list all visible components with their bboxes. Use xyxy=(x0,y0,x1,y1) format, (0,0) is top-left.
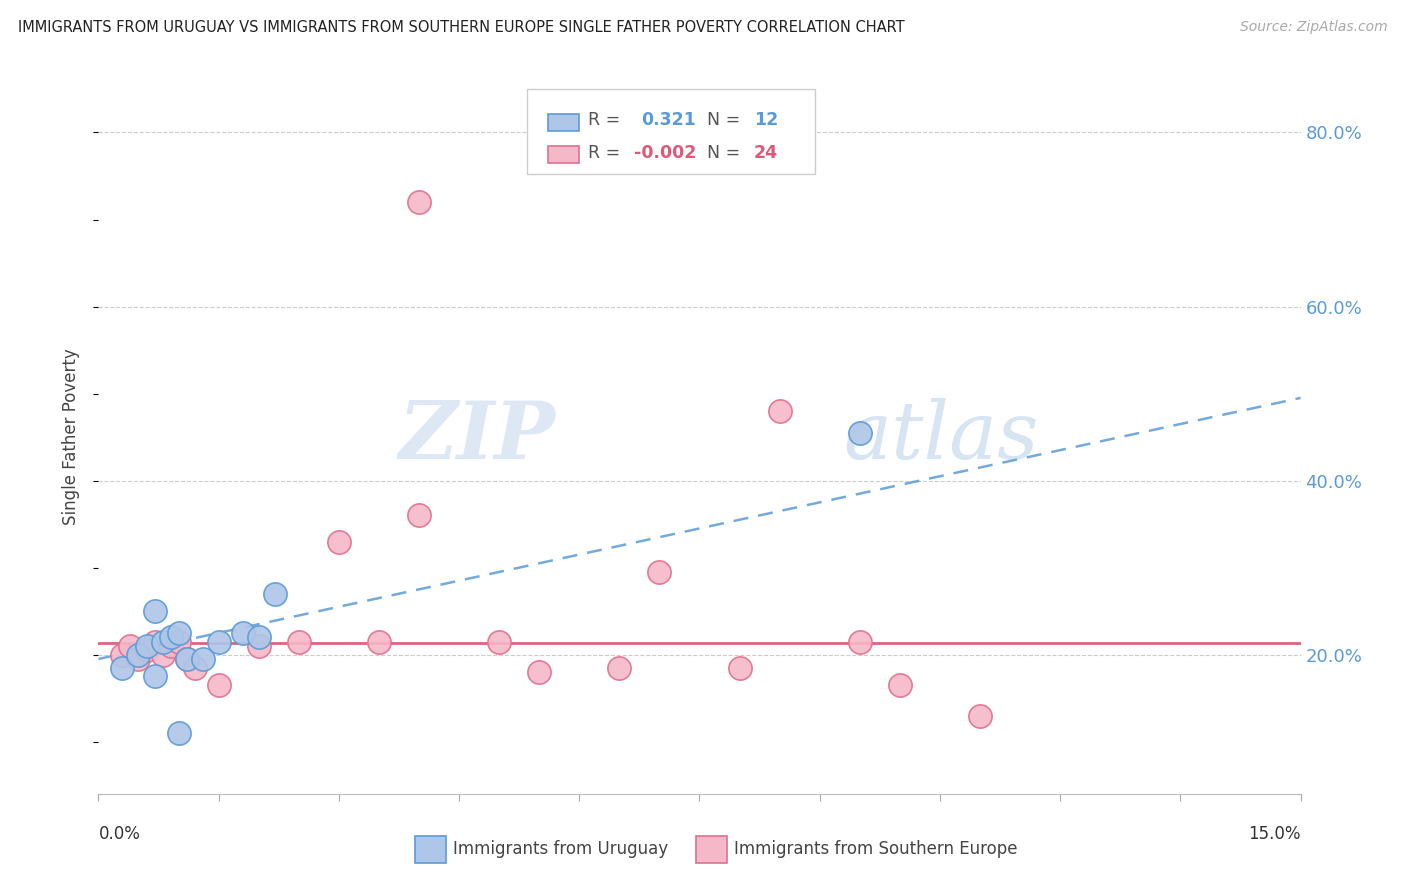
Text: N =: N = xyxy=(707,112,741,129)
Text: ZIP: ZIP xyxy=(398,399,555,475)
Point xyxy=(167,634,190,648)
Text: Source: ZipAtlas.com: Source: ZipAtlas.com xyxy=(1240,20,1388,34)
Point xyxy=(849,634,872,648)
Text: Immigrants from Uruguay: Immigrants from Uruguay xyxy=(453,840,668,858)
Point xyxy=(889,678,911,692)
Point xyxy=(232,626,254,640)
Text: 0.321: 0.321 xyxy=(641,112,696,129)
Point xyxy=(128,652,150,666)
Point xyxy=(408,195,430,210)
Point xyxy=(247,630,270,644)
Text: 15.0%: 15.0% xyxy=(1249,825,1301,843)
Text: 12: 12 xyxy=(754,112,778,129)
Point xyxy=(648,565,671,579)
Point xyxy=(111,648,134,662)
Point xyxy=(263,587,285,601)
Point xyxy=(408,508,430,523)
Point xyxy=(488,634,510,648)
Point xyxy=(176,652,198,666)
Point xyxy=(769,404,792,418)
Point xyxy=(609,661,631,675)
Point xyxy=(143,604,166,618)
Text: 0.0%: 0.0% xyxy=(98,825,141,843)
Text: N =: N = xyxy=(707,144,741,161)
Point xyxy=(135,643,157,657)
Point xyxy=(167,626,190,640)
Point xyxy=(849,425,872,440)
Point xyxy=(288,634,311,648)
Y-axis label: Single Father Poverty: Single Father Poverty xyxy=(62,349,80,525)
Point xyxy=(728,661,751,675)
Text: Immigrants from Southern Europe: Immigrants from Southern Europe xyxy=(734,840,1018,858)
Point xyxy=(328,534,350,549)
Point xyxy=(183,661,205,675)
Point xyxy=(208,634,231,648)
Text: IMMIGRANTS FROM URUGUAY VS IMMIGRANTS FROM SOUTHERN EUROPE SINGLE FATHER POVERTY: IMMIGRANTS FROM URUGUAY VS IMMIGRANTS FR… xyxy=(18,20,905,35)
Point xyxy=(120,639,142,653)
Point xyxy=(159,630,181,644)
Text: atlas: atlas xyxy=(844,399,1039,475)
Point xyxy=(191,652,214,666)
Text: 24: 24 xyxy=(754,144,778,161)
Text: R =: R = xyxy=(588,144,620,161)
Point xyxy=(167,726,190,740)
Point xyxy=(111,661,134,675)
Point xyxy=(143,669,166,683)
Point xyxy=(128,648,150,662)
Point xyxy=(368,634,391,648)
Point xyxy=(135,639,157,653)
Point xyxy=(152,648,174,662)
Point xyxy=(159,639,181,653)
Point xyxy=(529,665,551,679)
Point xyxy=(969,708,991,723)
Text: R =: R = xyxy=(588,112,620,129)
Point xyxy=(152,634,174,648)
Point xyxy=(176,652,198,666)
Point xyxy=(247,639,270,653)
Point xyxy=(143,634,166,648)
Text: -0.002: -0.002 xyxy=(634,144,696,161)
Point xyxy=(208,678,231,692)
